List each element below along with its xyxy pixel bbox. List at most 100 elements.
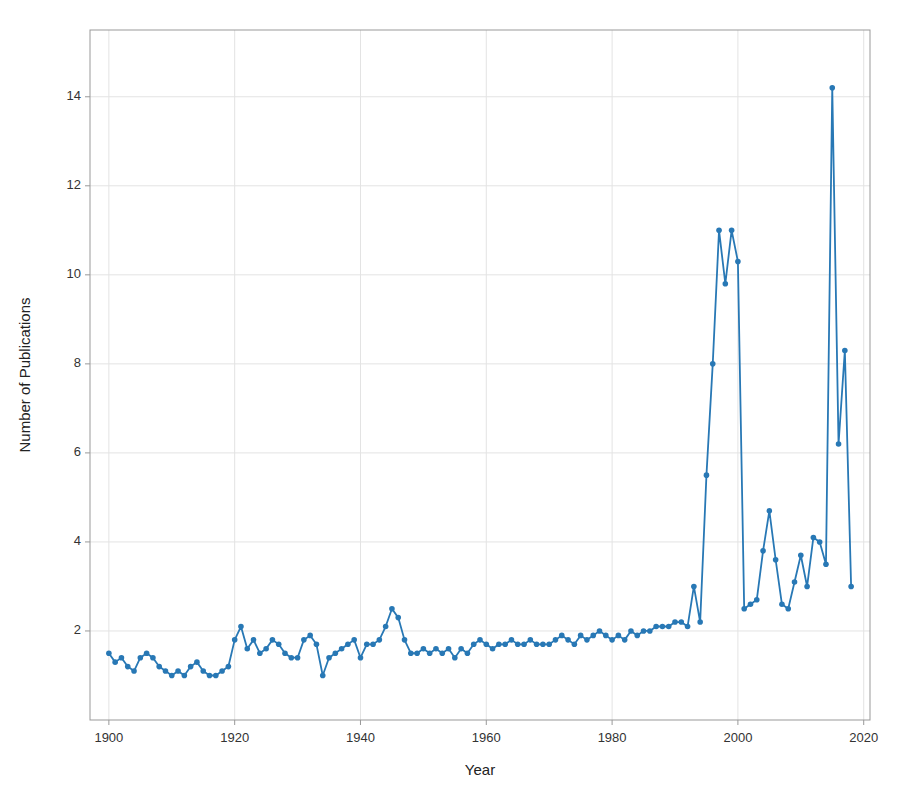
marker bbox=[597, 628, 603, 634]
marker bbox=[414, 650, 420, 656]
marker bbox=[112, 659, 118, 665]
marker bbox=[735, 259, 741, 265]
marker bbox=[546, 642, 552, 648]
marker bbox=[131, 668, 137, 674]
tick-x bbox=[108, 720, 109, 725]
marker bbox=[395, 615, 401, 621]
marker bbox=[213, 673, 219, 679]
marker bbox=[320, 673, 326, 679]
marker bbox=[823, 561, 829, 567]
marker bbox=[534, 642, 540, 648]
marker bbox=[477, 637, 483, 643]
grid bbox=[90, 30, 870, 720]
marker bbox=[848, 584, 854, 590]
marker bbox=[270, 637, 276, 643]
marker bbox=[200, 668, 206, 674]
marker bbox=[829, 85, 835, 91]
tick-x bbox=[360, 720, 361, 725]
tick-x bbox=[737, 720, 738, 725]
tick-y bbox=[85, 452, 90, 453]
marker bbox=[785, 606, 791, 612]
marker bbox=[257, 650, 263, 656]
marker bbox=[288, 655, 294, 661]
marker bbox=[792, 579, 798, 585]
tick-x bbox=[486, 720, 487, 725]
marker bbox=[741, 606, 747, 612]
tick-x bbox=[234, 720, 235, 725]
marker bbox=[207, 673, 213, 679]
marker bbox=[704, 472, 710, 478]
marker bbox=[660, 624, 666, 630]
marker bbox=[144, 650, 150, 656]
x-axis-label: Year bbox=[465, 761, 495, 778]
marker bbox=[163, 668, 169, 674]
marker bbox=[295, 655, 301, 661]
tick-label-x: 1980 bbox=[598, 730, 627, 745]
marker bbox=[182, 673, 188, 679]
marker bbox=[106, 650, 112, 656]
marker bbox=[666, 624, 672, 630]
grid-line-x bbox=[863, 30, 864, 720]
marker bbox=[377, 637, 383, 643]
marker bbox=[263, 646, 269, 652]
marker bbox=[760, 548, 766, 554]
marker bbox=[540, 642, 546, 648]
marker bbox=[502, 642, 508, 648]
marker bbox=[138, 655, 144, 661]
tick-label-y: 4 bbox=[74, 533, 81, 548]
marker bbox=[238, 624, 244, 630]
marker bbox=[471, 642, 477, 648]
marker bbox=[609, 637, 615, 643]
marker bbox=[729, 228, 735, 234]
marker bbox=[641, 628, 647, 634]
tick-y bbox=[85, 363, 90, 364]
marker bbox=[483, 642, 489, 648]
marker bbox=[339, 646, 345, 652]
marker bbox=[811, 535, 817, 541]
marker bbox=[685, 624, 691, 630]
marker bbox=[244, 646, 250, 652]
tick-label-x: 1940 bbox=[346, 730, 375, 745]
marker bbox=[276, 642, 282, 648]
marker bbox=[628, 628, 634, 634]
marker bbox=[326, 655, 332, 661]
marker bbox=[402, 637, 408, 643]
marker bbox=[836, 441, 842, 447]
marker bbox=[389, 606, 395, 612]
marker bbox=[408, 650, 414, 656]
marker bbox=[150, 655, 156, 661]
marker bbox=[314, 642, 320, 648]
marker bbox=[754, 597, 760, 603]
grid-line-x bbox=[486, 30, 487, 720]
marker bbox=[509, 637, 515, 643]
marker bbox=[710, 361, 716, 367]
marker bbox=[427, 650, 433, 656]
tick-y bbox=[85, 274, 90, 275]
marker bbox=[282, 650, 288, 656]
marker bbox=[383, 624, 389, 630]
tick-x bbox=[863, 720, 864, 725]
marker bbox=[307, 633, 313, 639]
marker bbox=[578, 633, 584, 639]
grid-line-x bbox=[737, 30, 738, 720]
marker bbox=[798, 552, 804, 558]
grid-line-x bbox=[234, 30, 235, 720]
tick-label-x: 1960 bbox=[472, 730, 501, 745]
marker bbox=[565, 637, 571, 643]
grid-line-x bbox=[612, 30, 613, 720]
marker bbox=[515, 642, 521, 648]
tick-label-x: 2000 bbox=[723, 730, 752, 745]
marker bbox=[232, 637, 238, 643]
line bbox=[109, 88, 851, 676]
marker bbox=[559, 633, 565, 639]
marker bbox=[496, 642, 502, 648]
grid-line-y bbox=[90, 185, 870, 186]
axes: 24681012141900192019401960198020002020 bbox=[67, 88, 879, 745]
chart: 24681012141900192019401960198020002020Ye… bbox=[0, 0, 900, 800]
tick-label-y: 10 bbox=[67, 266, 81, 281]
marker bbox=[697, 619, 703, 625]
marker bbox=[251, 637, 257, 643]
marker bbox=[490, 646, 496, 652]
marker bbox=[458, 646, 464, 652]
tick-y bbox=[85, 541, 90, 542]
